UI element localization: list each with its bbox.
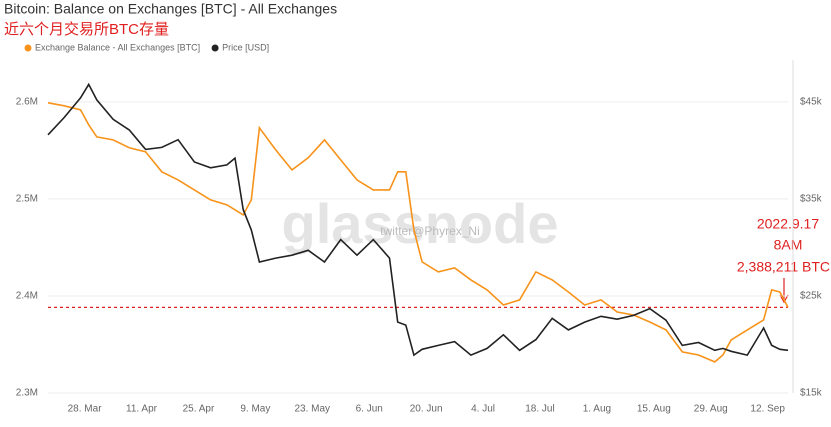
x-tick-label: 18. Jul [525, 404, 554, 415]
y-tick-label: 2.3M [16, 388, 38, 399]
y2-tick-label: $45k [800, 96, 823, 107]
y-tick-label: 2.6M [16, 96, 38, 107]
x-tick-label: 12. Sep [750, 404, 785, 415]
y-tick-label: 2.4M [16, 291, 38, 302]
x-tick-label: 1. Aug [583, 404, 611, 415]
x-tick-label: 6. Jun [356, 404, 383, 415]
x-tick-label: 20. Jun [410, 404, 443, 415]
x-tick-label: 4. Jul [471, 404, 495, 415]
x-tick-label: 23. May [294, 404, 330, 415]
series-line [47, 102, 789, 363]
chart-subtitle: 近六个月交易所BTC存量 [4, 20, 169, 38]
annotation: 2,388,211 BTC [737, 259, 830, 275]
annotation: 8AM [774, 237, 803, 253]
y2-tick-label: $15k [800, 388, 823, 399]
watermark: glassnode [282, 192, 559, 255]
chart-title: Bitcoin: Balance on Exchanges [BTC] - Al… [4, 1, 337, 17]
y2-tick-label: $35k [800, 194, 823, 205]
y2-tick-label: $25k [800, 291, 823, 302]
annotation: 2022.9.17 [757, 216, 819, 232]
legend-marker [24, 44, 32, 52]
series-line [47, 82, 789, 357]
x-tick-label: 11. Apr [126, 404, 158, 415]
annotation-arrow-head [779, 294, 789, 304]
x-tick-label: 9. May [240, 404, 270, 415]
legend-label: Price [USD] [222, 42, 269, 52]
legend-marker [211, 44, 219, 52]
x-tick-label: 29. Aug [694, 404, 728, 415]
y-tick-label: 2.5M [16, 194, 38, 205]
x-tick-label: 28. Mar [68, 404, 103, 415]
x-tick-label: 25. Apr [183, 404, 215, 415]
credit: twitter@Phyrex_Ni [380, 224, 480, 238]
legend-label: Exchange Balance - All Exchanges [BTC] [35, 42, 200, 52]
x-tick-label: 15. Aug [637, 404, 671, 415]
